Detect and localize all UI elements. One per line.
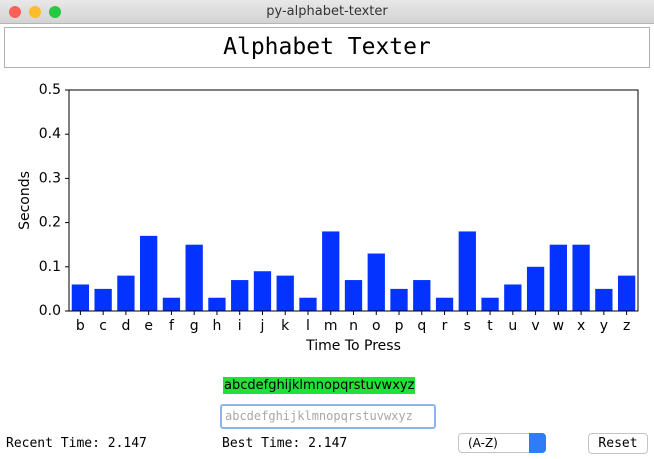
chart: 0.0 0.1 0.2 0.3 0.4 0.5 b c d e f g h i j k l m n o p q r s t u v w…: [17, 82, 639, 354]
x-tick-label: o: [372, 318, 381, 334]
title-bar: py-alphabet-texter: [0, 0, 654, 24]
x-tick-label: p: [395, 318, 404, 334]
bar: [276, 275, 294, 311]
window-title: py-alphabet-texter: [266, 4, 388, 19]
bar: [208, 297, 226, 311]
x-tick-label: c: [99, 318, 107, 334]
x-tick-label: d: [121, 318, 130, 334]
bar: [504, 284, 522, 311]
bar: [322, 231, 340, 311]
target-text: abcdefghijklmnopqrstuvwxyz: [223, 377, 416, 394]
text-input[interactable]: abcdefghijklmnopqrstuvwxyz: [220, 404, 436, 429]
select-arrow: [529, 433, 546, 453]
bar: [458, 231, 476, 311]
order-option: (A-Z): [468, 436, 498, 450]
x-tick-label: f: [169, 318, 175, 334]
x-tick-label: b: [76, 318, 85, 334]
x-tick-label: v: [531, 318, 539, 334]
bar: [231, 280, 249, 311]
x-tick-label: m: [324, 318, 338, 334]
bar: [140, 235, 158, 311]
bar: [253, 271, 272, 311]
x-tick-label: i: [238, 318, 242, 334]
x-tick-label: h: [213, 318, 222, 334]
bar: [595, 288, 613, 311]
x-tick-label: l: [306, 318, 310, 334]
x-tick-label: j: [260, 318, 265, 334]
y-axis-label: Seconds: [17, 171, 33, 230]
bar: [435, 297, 454, 311]
bar: [526, 266, 545, 311]
zoom-button[interactable]: [49, 6, 61, 18]
bar: [481, 297, 499, 311]
bar: [117, 275, 135, 311]
x-tick-label: t: [487, 318, 493, 334]
header-title: Alphabet Texter: [4, 27, 650, 68]
x-tick-label: k: [281, 318, 290, 334]
close-button[interactable]: [9, 6, 21, 18]
bar: [367, 253, 385, 311]
recent-time: Recent Time: 2.147: [6, 436, 147, 451]
x-tick-label: u: [508, 318, 517, 334]
order-select[interactable]: (A-Z): [458, 433, 546, 453]
bar: [390, 288, 408, 311]
plot-frame: [68, 89, 639, 312]
x-tick-label: q: [417, 318, 426, 334]
best-time: Best Time: 2.147: [222, 436, 348, 451]
bar: [617, 275, 636, 311]
y-tick-label: 0.3: [39, 170, 61, 186]
bar: [185, 244, 203, 311]
bar: [299, 297, 317, 311]
bar: [549, 244, 567, 311]
bar: [413, 280, 431, 311]
y-tick-label: 0.0: [39, 303, 61, 319]
x-tick-label: w: [553, 318, 564, 334]
x-tick-label: z: [623, 318, 630, 334]
y-tick-label: 0.5: [39, 82, 61, 98]
minimize-button[interactable]: [29, 6, 41, 18]
bar: [572, 244, 590, 311]
x-axis-label: Time To Press: [305, 338, 401, 354]
x-tick-label: r: [442, 318, 448, 334]
reset-button[interactable]: Reset: [588, 433, 648, 454]
y-tick-label: 0.2: [39, 215, 61, 231]
x-tick-label: y: [600, 318, 608, 334]
bar: [344, 280, 363, 311]
y-tick-label: 0.1: [39, 259, 61, 275]
bar: [162, 297, 181, 311]
x-tick-label: e: [144, 318, 153, 334]
x-tick-label: n: [349, 318, 358, 334]
bar: [94, 288, 112, 311]
x-tick-label: g: [190, 318, 199, 334]
x-tick-label: x: [577, 318, 585, 334]
bar: [71, 284, 90, 311]
y-tick-label: 0.4: [39, 126, 61, 142]
x-tick-label: s: [464, 318, 471, 334]
